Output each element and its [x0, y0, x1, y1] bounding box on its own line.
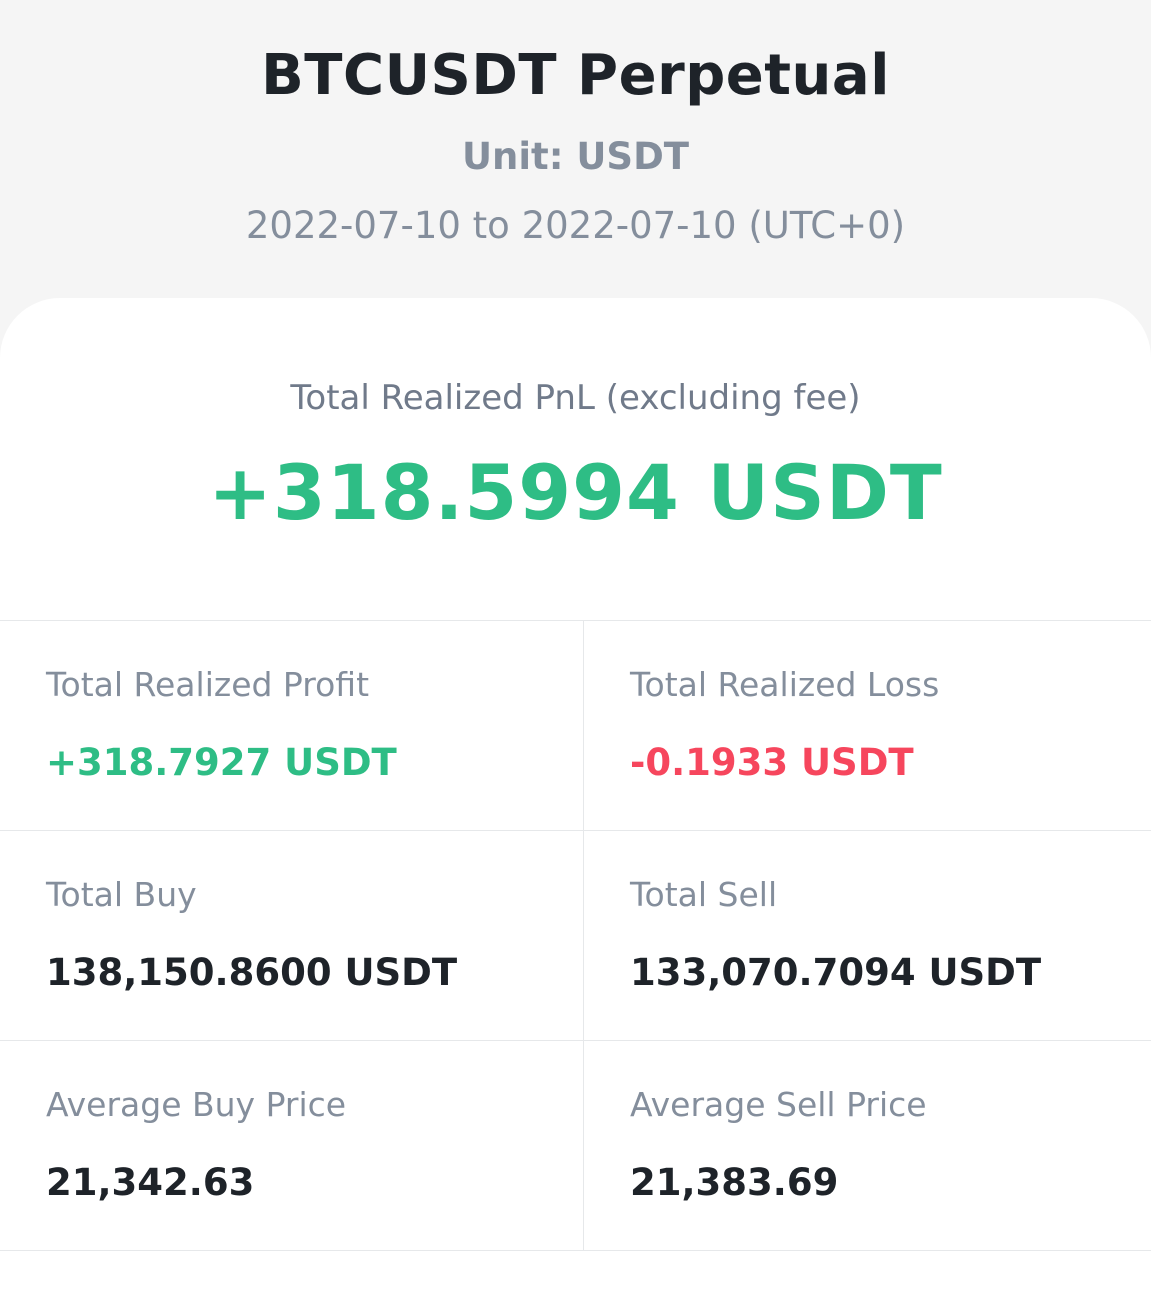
stat-total-sell: Total Sell 133,070.7094 USDT — [584, 831, 1151, 1040]
stat-total-buy: Total Buy 138,150.8600 USDT — [0, 831, 584, 1040]
total-pnl-label: Total Realized PnL (excluding fee) — [290, 378, 861, 418]
stat-value: +318.7927 USDT — [46, 741, 397, 784]
stat-label: Average Buy Price — [46, 1085, 347, 1124]
report-header: BTCUSDT Perpetual Unit: USDT 2022-07-10 … — [0, 0, 1151, 300]
stats-row-realized: Total Realized Profit +318.7927 USDT Tot… — [0, 621, 1151, 831]
stat-label: Total Realized Loss — [630, 665, 940, 704]
stat-value: 138,150.8600 USDT — [46, 951, 458, 994]
page-title: BTCUSDT Perpetual — [261, 43, 890, 108]
stats-grid: Total Realized Profit +318.7927 USDT Tot… — [0, 620, 1151, 1251]
stat-value: 21,383.69 — [630, 1161, 839, 1204]
stat-avg-sell-price: Average Sell Price 21,383.69 — [584, 1041, 1151, 1250]
stat-realized-profit: Total Realized Profit +318.7927 USDT — [0, 621, 584, 830]
stat-realized-loss: Total Realized Loss -0.1933 USDT — [584, 621, 1151, 830]
pnl-card: Total Realized PnL (excluding fee) +318.… — [0, 298, 1151, 1290]
stat-value: 21,342.63 — [46, 1161, 255, 1204]
stat-label: Total Buy — [46, 875, 197, 914]
unit-label: Unit: USDT — [461, 135, 690, 178]
stats-row-averages: Average Buy Price 21,342.63 Average Sell… — [0, 1041, 1151, 1251]
stat-avg-buy-price: Average Buy Price 21,342.63 — [0, 1041, 584, 1250]
stats-row-totals: Total Buy 138,150.8600 USDT Total Sell 1… — [0, 831, 1151, 1041]
stat-label: Total Sell — [630, 875, 778, 914]
stat-value: -0.1933 USDT — [630, 741, 914, 784]
stat-label: Average Sell Price — [630, 1085, 927, 1124]
date-range: 2022-07-10 to 2022-07-10 (UTC+0) — [245, 204, 906, 247]
total-pnl-value: +318.5994 USDT — [208, 448, 943, 537]
stat-value: 133,070.7094 USDT — [630, 951, 1042, 994]
stat-label: Total Realized Profit — [46, 665, 370, 704]
